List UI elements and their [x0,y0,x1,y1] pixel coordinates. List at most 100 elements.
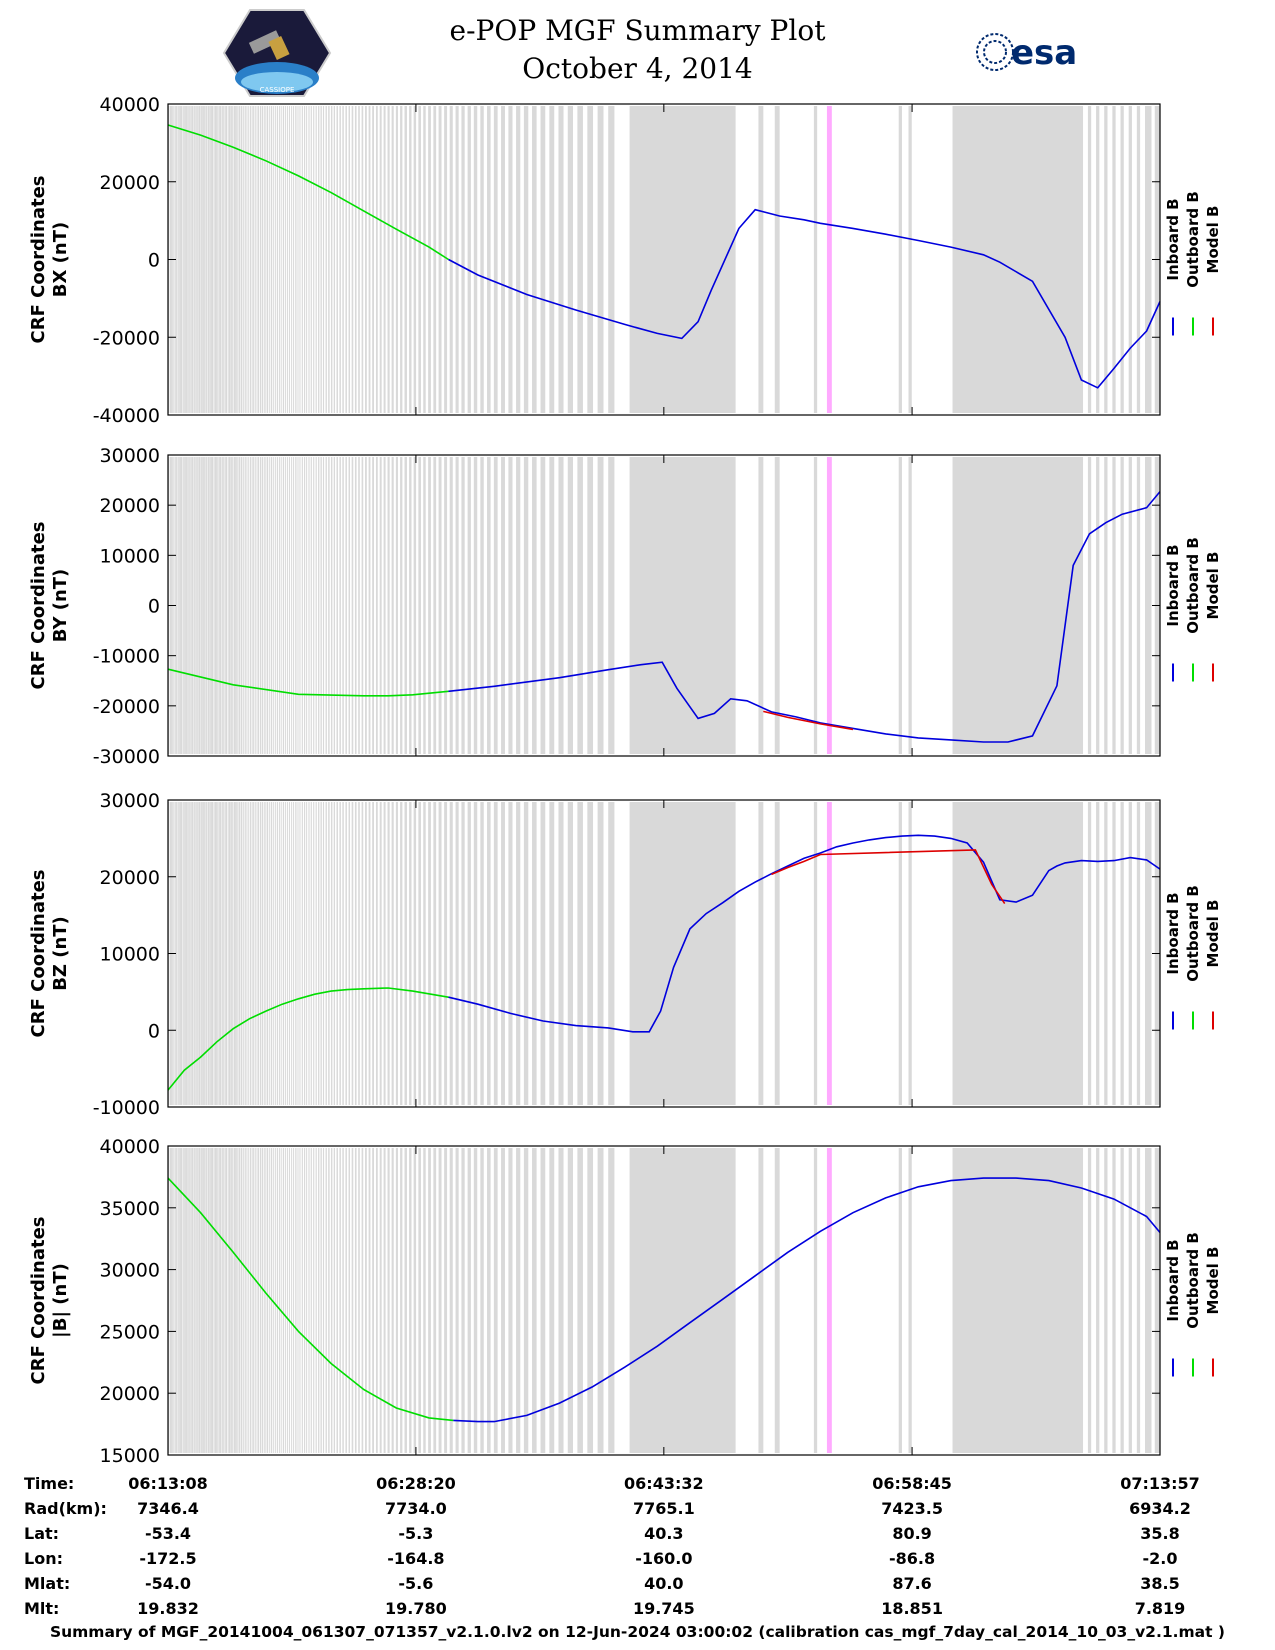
gray-band [224,802,226,1105]
gray-band [236,802,238,1105]
gray-band [567,1148,573,1453]
gray-band [205,1148,207,1453]
gray-band [368,106,371,413]
gray-band [404,106,407,413]
gray-band [253,1148,255,1453]
gray-band [214,1148,216,1453]
gray-band [1112,106,1116,413]
gray-band [423,106,426,413]
gray-band [361,1148,364,1453]
gray-band [1128,457,1132,754]
gray-band [1112,457,1116,754]
gray-band [813,457,818,754]
gray-band [256,106,258,413]
y-tick-label: 30000 [100,1260,160,1282]
gray-band [330,106,333,413]
gray-band [608,457,615,754]
gray-band [282,106,285,413]
gray-band [193,457,195,754]
gray-band [322,1148,325,1453]
gray-band [201,1148,203,1453]
gray-band [758,106,764,413]
y-axis-label-line2: BZ (nT) [50,916,71,991]
gray-band [230,106,232,413]
gray-band [227,1148,229,1453]
gray-band [250,106,252,413]
gray-band [194,457,196,754]
gray-band [189,106,191,413]
gray-band [280,802,282,1105]
gray-band [428,1148,431,1453]
gray-band [196,106,198,413]
gray-band [225,1148,228,1453]
gray-band [516,1148,521,1453]
gray-band [256,1148,258,1453]
gray-band [952,457,1084,754]
gray-band [201,457,203,754]
gray-band [270,106,273,413]
gray-band [315,802,317,1105]
gray-band [1096,106,1100,413]
gray-band [232,106,234,413]
gray-band [267,457,269,754]
gray-band [358,1148,360,1453]
gray-band [952,106,1084,413]
gray-band [449,106,453,413]
gray-band [487,802,491,1105]
series-inboard-b [453,1177,1161,1423]
gray-band [330,802,333,1105]
gray-band [354,457,357,754]
gray-band [259,802,262,1105]
series-inboard-b [448,834,1161,1033]
gray-band [325,1148,327,1453]
gray-band [438,1148,442,1453]
gray-band [320,802,322,1105]
gray-band [508,457,513,754]
gray-band [774,802,780,1105]
series-outboard-b [167,124,449,261]
gray-band [182,106,184,413]
gray-band [191,457,193,754]
y-tick-label: -30000 [93,746,160,768]
gray-band [313,1148,315,1453]
gray-band [387,106,390,413]
gray-band [276,106,278,413]
gray-band [345,457,347,754]
gray-band [230,802,232,1105]
gray-band [254,457,256,754]
series-outboard-b [167,987,449,1091]
gray-band [263,802,265,1105]
gray-band [248,802,250,1105]
pink-band [826,106,832,413]
gray-band [205,802,207,1105]
gray-band [188,106,190,413]
gray-band [179,457,181,754]
legend-label: Inboard B [1164,892,1182,974]
gray-band [908,1148,912,1453]
gray-band [587,802,594,1105]
gray-band [455,1148,459,1453]
gray-band [1112,802,1116,1105]
gray-band [423,1148,426,1453]
gray-band [1087,802,1092,1105]
gray-band [206,106,208,413]
gray-band [238,457,240,754]
gray-band [549,1148,555,1453]
gray-band [176,106,178,413]
gray-band [213,457,215,754]
gray-band [320,457,322,754]
gray-band [223,457,225,754]
gray-band [213,1148,215,1453]
gray-band [227,457,229,754]
ephemeris-value: 19.832 [137,1599,199,1618]
gray-band [254,1148,256,1453]
gray-band [238,802,240,1105]
gray-band [244,106,246,413]
gray-band [211,106,214,413]
gray-band [251,1148,253,1453]
gray-band [236,106,238,413]
gray-band [467,106,471,413]
gray-band [220,1148,222,1453]
gray-band [516,802,521,1105]
gray-band [236,1148,238,1453]
